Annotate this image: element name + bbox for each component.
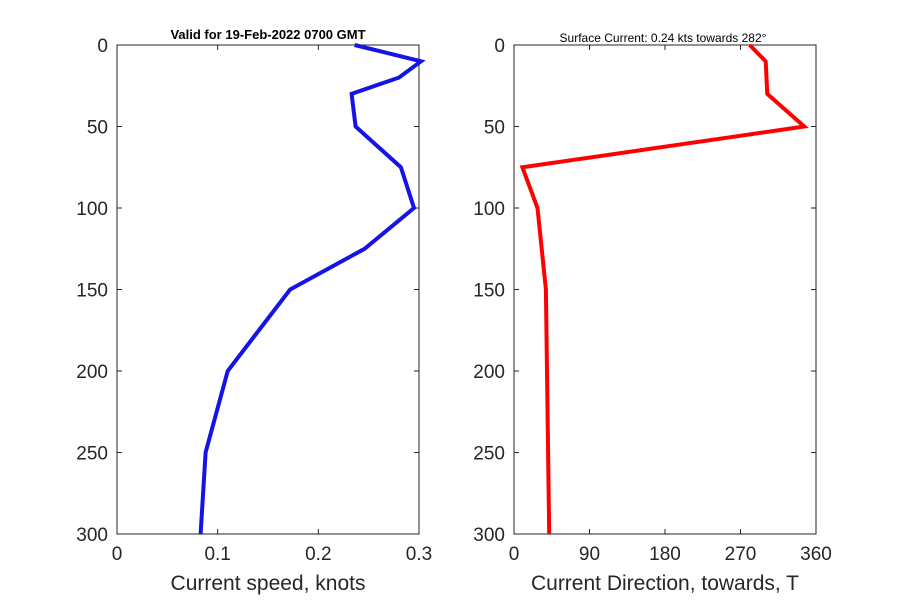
direction-x-axis-label: Current Direction, towards, T <box>531 572 799 595</box>
speed-y-tick-label: 100 <box>76 199 108 220</box>
speed-y-tick-label: 0 <box>97 36 108 57</box>
direction-x-tick-label: 180 <box>649 544 681 565</box>
direction-y-tick-label: 0 <box>494 36 505 57</box>
direction-y-tick-label: 150 <box>473 281 505 302</box>
direction-series-line <box>519 43 809 535</box>
speed-y-tick-label: 150 <box>76 281 108 302</box>
direction-x-tick-label: 360 <box>800 544 832 565</box>
speed-y-tick-label: 300 <box>76 525 108 546</box>
speed-x-tick-label: 0.2 <box>305 544 331 565</box>
speed-plot-area <box>116 44 420 535</box>
speed-y-tick-label: 250 <box>76 444 108 465</box>
direction-y-tick-label: 200 <box>473 362 505 383</box>
direction-x-tick-label: 90 <box>579 544 600 565</box>
speed-x-tick-label: 0.1 <box>204 544 230 565</box>
speed-chart-title: Valid for 19-Feb-2022 0700 GMT <box>170 27 365 42</box>
direction-y-tick-label: 100 <box>473 199 505 220</box>
direction-chart-title: Surface Current: 0.24 kts towards 282° <box>560 31 767 45</box>
speed-y-tick-label: 50 <box>87 118 108 139</box>
direction-y-tick-label: 300 <box>473 525 505 546</box>
direction-panel: Surface Current: 0.24 kts towards 282° 0… <box>473 31 832 595</box>
direction-y-tick-label: 250 <box>473 444 505 465</box>
speed-x-tick-label: 0.3 <box>406 544 432 565</box>
speed-x-tick-label: 0 <box>112 544 123 565</box>
speed-panel: Valid for 19-Feb-2022 0700 GMT 0 0.1 0.2 0.… <box>76 27 432 595</box>
speed-x-axis-label: Current speed, knots <box>171 572 366 595</box>
speed-series-group <box>198 43 426 535</box>
direction-x-tick-label: 0 <box>509 544 520 565</box>
direction-plot-area <box>513 44 817 535</box>
direction-x-tick-label: 270 <box>725 544 757 565</box>
speed-ticks: 0 0.1 0.2 0.3 0 50 100 150 200 250 300 <box>76 36 432 565</box>
speed-y-tick-label: 200 <box>76 362 108 383</box>
direction-series-group <box>519 43 809 535</box>
speed-series-line <box>198 43 426 535</box>
direction-ticks: 0 90 180 270 360 0 50 100 150 200 250 300 <box>473 36 832 565</box>
direction-y-tick-label: 50 <box>484 118 505 139</box>
